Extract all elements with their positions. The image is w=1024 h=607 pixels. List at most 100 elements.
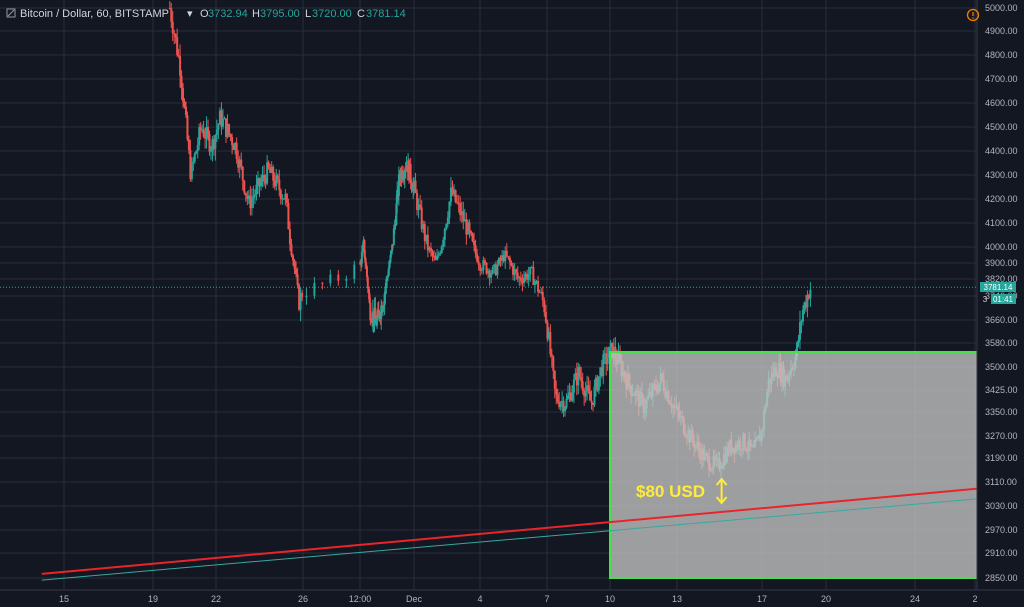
candle-body <box>801 309 804 322</box>
annotation-box[interactable] <box>609 351 1024 579</box>
candle-body <box>605 353 608 365</box>
candle-body <box>404 170 407 172</box>
candle-body <box>568 392 571 396</box>
candle-body <box>512 265 515 275</box>
candle-body <box>402 177 405 179</box>
candle-body <box>198 127 201 146</box>
candle-body <box>497 257 500 265</box>
candle-body <box>537 280 540 292</box>
candle-body <box>345 278 348 281</box>
candle-body <box>381 307 384 312</box>
candle-body <box>449 187 452 202</box>
candle-body <box>313 283 316 296</box>
candle-body <box>473 240 476 246</box>
candle-body <box>555 388 558 395</box>
candle-body <box>462 211 465 222</box>
candle-body <box>263 174 266 179</box>
candle-body <box>365 266 368 278</box>
candle-body <box>398 174 401 177</box>
candle-body <box>425 234 428 242</box>
candle-body <box>395 203 398 225</box>
candle-body <box>187 139 190 151</box>
candle-body <box>561 400 564 404</box>
candle-body <box>535 280 538 282</box>
double-arrow-annotation[interactable] <box>715 477 728 505</box>
candle-body <box>797 339 800 343</box>
candle-body <box>174 34 177 38</box>
candle-body <box>272 166 275 181</box>
candle-body <box>195 151 198 154</box>
ohlc-high-label: H <box>252 8 260 20</box>
annotation-text[interactable]: $80 USD <box>636 482 705 501</box>
candle-body <box>499 257 502 261</box>
candle-body <box>186 115 189 140</box>
candle-body <box>544 312 547 323</box>
candle-body <box>463 219 466 222</box>
candle-body <box>380 305 383 319</box>
candle-body <box>469 231 472 234</box>
price-axis-label: 4300.00 <box>985 170 1018 180</box>
candle-body <box>513 269 516 275</box>
price-axis-label: 3820.00 <box>985 274 1018 284</box>
candle-body <box>401 170 404 179</box>
candle-body <box>596 377 599 391</box>
candle-body <box>443 228 446 240</box>
candle-body <box>282 198 285 200</box>
candle-body <box>205 126 208 139</box>
candle-body <box>290 244 293 256</box>
chevron-down-icon[interactable]: ▾ <box>187 8 193 20</box>
candle-body <box>589 391 592 401</box>
price-axis-label: 4700.00 <box>985 74 1018 84</box>
candle-body <box>170 8 173 22</box>
candle-body <box>556 394 559 402</box>
price-axis-label: 2970.00 <box>985 525 1018 535</box>
time-axis-label: 13 <box>672 594 682 604</box>
candle-body <box>559 403 562 408</box>
candle-body <box>250 198 253 209</box>
candle-body <box>795 342 798 357</box>
alert-icon[interactable] <box>966 8 980 22</box>
time-axis-label: 19 <box>148 594 158 604</box>
candle-body <box>276 175 279 180</box>
candle-body <box>600 367 603 376</box>
candle-body <box>383 293 386 306</box>
candle-body <box>196 145 199 152</box>
candle-body <box>173 33 176 35</box>
candle-body <box>606 358 609 365</box>
trendlines[interactable] <box>41 481 1024 581</box>
symbol-icon <box>6 8 16 18</box>
price-axis-label: 3660.00 <box>985 315 1018 325</box>
symbol-header[interactable]: Bitcoin / Dollar, 60, BITSTAMP ▾ O 3732.… <box>6 8 406 20</box>
candle-body <box>519 277 522 281</box>
symbol-title[interactable]: Bitcoin / Dollar, 60, BITSTAMP <box>20 8 169 20</box>
candle-body <box>389 254 392 263</box>
candle-body <box>180 75 183 89</box>
candle-body <box>553 370 556 389</box>
candle-body <box>329 274 332 284</box>
candle-body <box>562 400 565 412</box>
candle-body <box>547 332 550 339</box>
candle-body <box>798 322 801 340</box>
candle-body <box>468 222 471 232</box>
candle-body <box>270 166 273 173</box>
candle-body <box>611 342 614 358</box>
time-axis-background <box>0 590 1024 607</box>
candle-body <box>412 185 415 192</box>
time-axis[interactable]: 15 19 22 26 12:00 Dec 4 7 10 13 17 20 24 2 <box>0 589 1024 607</box>
candle-body <box>533 281 536 285</box>
candle-body <box>426 234 429 251</box>
candle-body <box>253 194 256 197</box>
candle-body <box>321 283 324 285</box>
candle-body <box>202 129 205 137</box>
candle-body <box>226 124 229 137</box>
candle-body <box>532 266 535 285</box>
candle-body <box>179 56 182 76</box>
candle-body <box>384 287 387 294</box>
candle-body <box>367 288 370 294</box>
candle-body <box>281 198 284 200</box>
price-tag: 3781.14 01:41 3 <box>980 282 1016 304</box>
candle-body <box>422 224 425 230</box>
ohlc-close-value: 3781.14 <box>366 8 406 20</box>
candle-body <box>456 201 459 203</box>
